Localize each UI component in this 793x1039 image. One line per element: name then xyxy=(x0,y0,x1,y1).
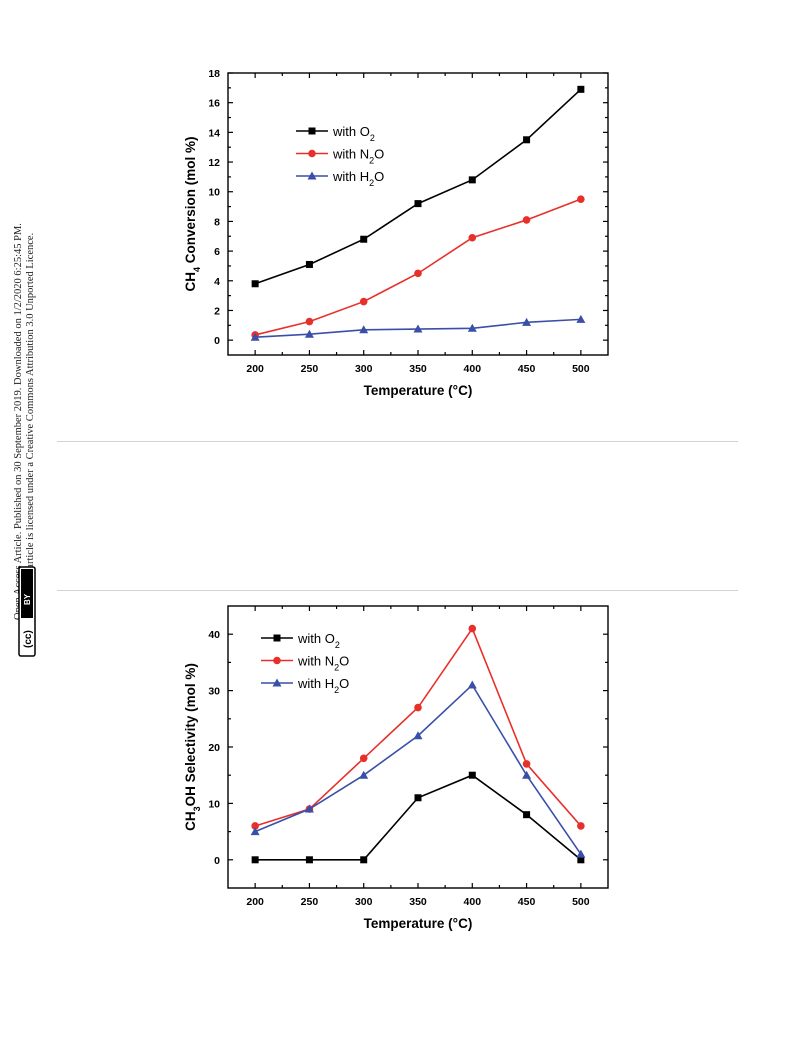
data-point xyxy=(468,624,477,633)
data-point xyxy=(468,176,476,184)
y-tick-label: 40 xyxy=(208,629,220,641)
y-tick-label: 30 xyxy=(208,686,220,698)
by-icon: BY xyxy=(23,593,32,605)
x-tick-label: 200 xyxy=(246,363,264,375)
y-tick-label: 0 xyxy=(214,335,220,347)
legend-label: with H2O xyxy=(297,676,349,695)
legend-marker xyxy=(273,656,281,665)
data-point xyxy=(414,703,422,712)
data-point xyxy=(577,822,585,830)
y-tick-label: 2 xyxy=(214,305,220,317)
data-point xyxy=(359,770,369,779)
data-point xyxy=(522,760,531,768)
data-point xyxy=(522,216,531,224)
cc-by-badge[interactable]: (cc) BY xyxy=(18,566,36,657)
data-point xyxy=(467,323,477,332)
data-point xyxy=(359,754,368,763)
x-tick-label: 450 xyxy=(518,363,536,375)
legend-label: with N2O xyxy=(332,147,384,166)
data-point xyxy=(360,856,368,864)
x-axis-title: Temperature (°C) xyxy=(364,916,473,931)
legend-marker xyxy=(272,678,282,687)
series-line xyxy=(255,774,582,861)
data-point xyxy=(304,804,314,813)
legend-marker xyxy=(308,127,316,135)
x-tick-label: 300 xyxy=(355,363,373,375)
x-tick-label: 200 xyxy=(246,896,264,908)
license-side-note: Open Access Article. Published on 30 Sep… xyxy=(13,223,36,657)
x-tick-label: 300 xyxy=(355,896,373,908)
ch3oh-selectivity-chart: 200 250 300 350 400 450 500 0 10 20 30 40 Temperatur… xyxy=(183,605,609,931)
data-point xyxy=(522,770,532,779)
ch4-conversion-chart: 200 250 300 350 400 450 500 0 2 4 6 8 10 12 14 16 18 Temp… xyxy=(183,68,609,398)
divider-bottom xyxy=(57,590,738,591)
license-line-2: This article is licensed under a Creativ… xyxy=(25,233,36,590)
y-tick-label: 12 xyxy=(208,157,220,169)
data-point xyxy=(577,195,585,203)
data-point xyxy=(360,235,368,243)
y-tick-label: 20 xyxy=(208,742,220,754)
y-tick-label: 8 xyxy=(214,216,220,228)
x-tick-label: 400 xyxy=(464,896,482,908)
legend-marker xyxy=(308,149,316,158)
x-tick-label: 250 xyxy=(301,896,319,908)
data-point xyxy=(523,136,531,144)
y-tick-label: 4 xyxy=(214,276,220,288)
data-point xyxy=(468,771,476,779)
x-tick-label: 450 xyxy=(518,896,536,908)
y-tick-label: 10 xyxy=(208,798,220,810)
data-point xyxy=(413,324,423,333)
y-tick-label: 0 xyxy=(214,855,220,867)
x-tick-label: 350 xyxy=(409,363,427,375)
data-point xyxy=(250,332,260,341)
x-tick-label: 400 xyxy=(464,363,482,375)
x-tick-label: 250 xyxy=(301,363,319,375)
data-point xyxy=(577,85,585,93)
x-tick-label: 500 xyxy=(572,896,590,908)
data-point xyxy=(305,856,313,864)
data-point xyxy=(250,827,260,836)
data-point xyxy=(468,233,477,242)
data-point xyxy=(576,314,586,323)
data-point xyxy=(577,856,585,864)
license-line-1: Open Access Article. Published on 30 Sep… xyxy=(13,223,24,620)
legend-label: with H2O xyxy=(332,169,384,188)
x-tick-label: 350 xyxy=(409,896,427,908)
data-point xyxy=(251,856,259,864)
y-tick-label: 14 xyxy=(208,127,220,139)
data-point xyxy=(523,811,531,819)
cc-icon: (cc) xyxy=(23,630,34,648)
y-tick-label: 18 xyxy=(208,68,220,80)
data-point xyxy=(414,269,422,278)
y-tick-label: 16 xyxy=(208,98,220,110)
legend-marker xyxy=(273,634,281,642)
data-point xyxy=(251,822,259,830)
data-point xyxy=(467,680,477,689)
data-point xyxy=(414,794,422,802)
data-point xyxy=(304,329,314,338)
legend-marker xyxy=(307,171,317,180)
legend-label: with N2O xyxy=(297,654,349,673)
data-point xyxy=(576,849,586,858)
divider-top xyxy=(57,441,738,442)
data-point xyxy=(413,731,423,740)
data-point xyxy=(305,317,314,326)
data-point xyxy=(414,200,422,208)
legend-label: with O2 xyxy=(297,631,340,650)
data-point xyxy=(359,297,368,306)
legend-label: with O2 xyxy=(332,124,375,143)
x-tick-label: 500 xyxy=(572,363,590,375)
data-point xyxy=(359,325,369,334)
y-tick-label: 6 xyxy=(214,246,220,258)
plot-frame xyxy=(227,605,609,889)
data-point xyxy=(251,280,259,288)
y-axis-title: CH4 Conversion (mol %) xyxy=(183,136,202,291)
y-tick-label: 10 xyxy=(208,187,220,199)
data-point xyxy=(305,260,313,268)
data-point xyxy=(522,317,532,326)
x-axis-title: Temperature (°C) xyxy=(364,383,473,398)
y-axis-title: CH3OH Selectivity (mol %) xyxy=(183,663,202,831)
